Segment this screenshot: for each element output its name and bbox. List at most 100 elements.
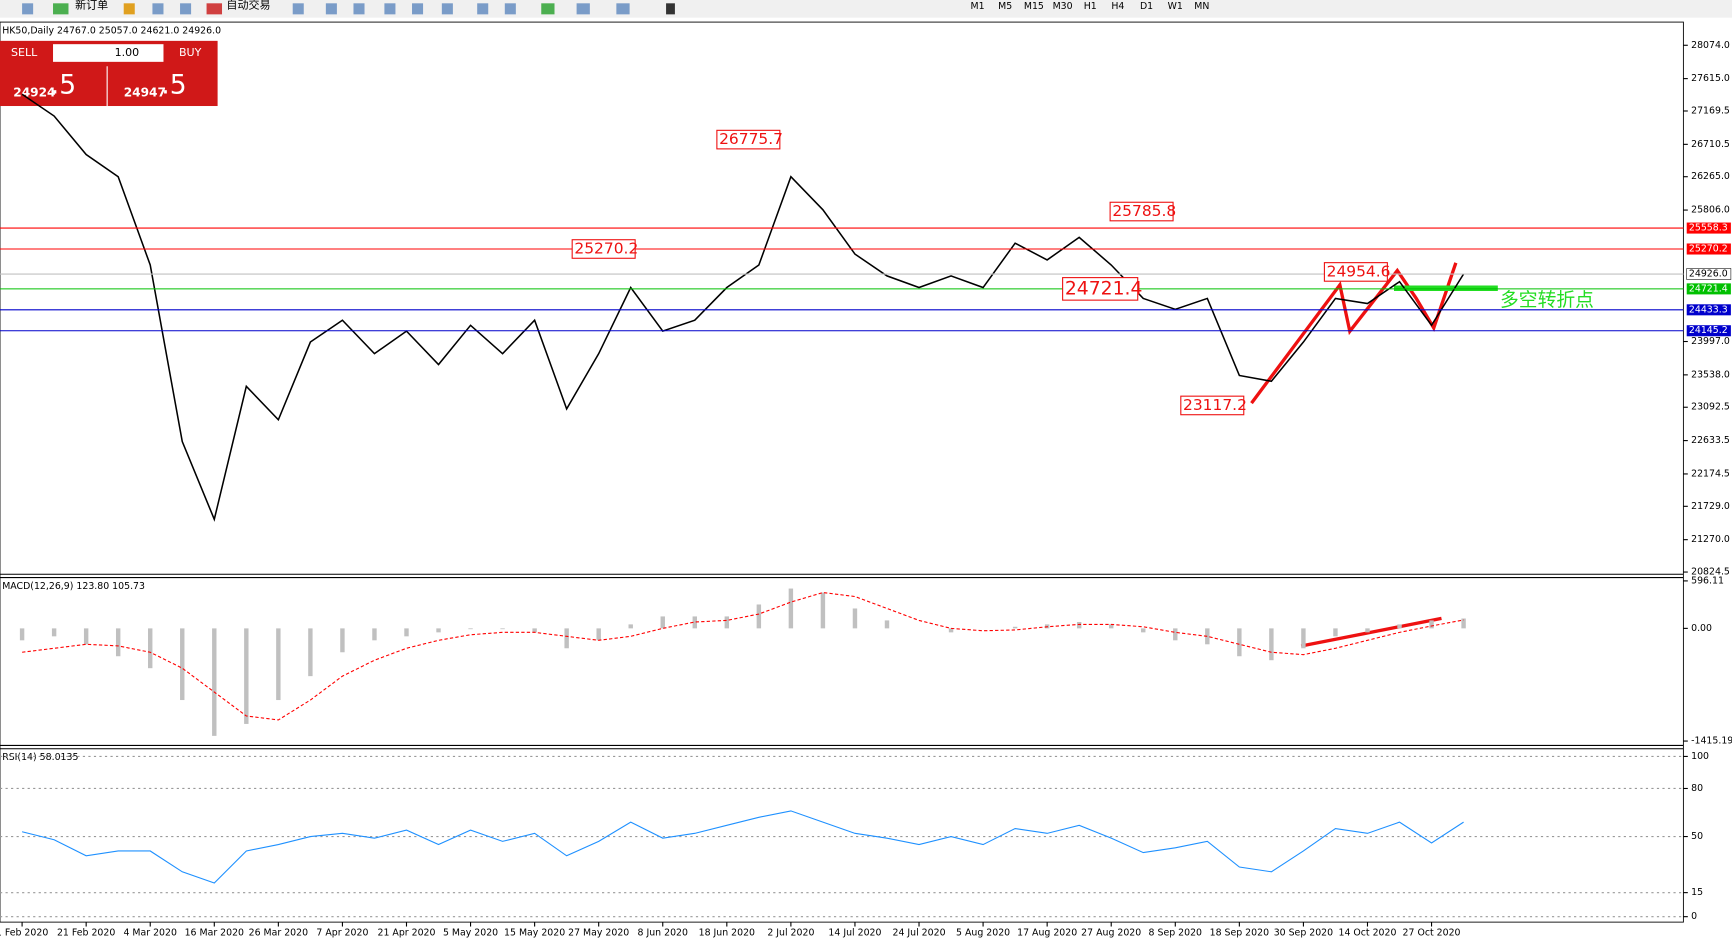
chart-frame xyxy=(0,21,1684,923)
annotation-box xyxy=(571,239,636,259)
macd-bar xyxy=(372,628,377,641)
timeframe-button[interactable]: MN xyxy=(1194,1,1209,12)
macd-bar xyxy=(692,616,697,629)
y-tick-label: 0.00 xyxy=(1691,623,1712,634)
x-tick-label: 21 Feb 2020 xyxy=(57,928,115,939)
annotation-label: 26775.7 xyxy=(719,130,783,148)
y-tick-label: 28074.0 xyxy=(1691,40,1730,51)
timeframe-button[interactable]: H1 xyxy=(1084,1,1097,12)
macd-bar xyxy=(1109,624,1114,629)
y-tick-label: 27169.5 xyxy=(1691,105,1730,116)
y-tick-label: 0 xyxy=(1691,911,1697,922)
annotation-box xyxy=(1062,277,1139,301)
x-tick-label: 5 Aug 2020 xyxy=(956,928,1010,939)
macd-bar xyxy=(1461,618,1466,629)
level-tag xyxy=(1686,283,1731,295)
timeframe-button[interactable]: M1 xyxy=(971,1,985,12)
annotation-label: 24721.4 xyxy=(1065,278,1143,299)
macd-bar xyxy=(83,628,89,645)
macd-bar xyxy=(1397,624,1402,629)
level-tag xyxy=(1686,325,1731,337)
sell-pips[interactable]: .5 xyxy=(51,70,76,101)
macd-bar xyxy=(436,628,441,633)
macd-bar xyxy=(51,628,57,637)
y-tick-label: 21729.0 xyxy=(1691,501,1730,512)
macd-bar xyxy=(468,628,473,630)
y-tick-label: 23997.0 xyxy=(1691,336,1730,347)
macd-bar xyxy=(596,628,601,641)
macd-bar xyxy=(628,624,633,629)
y-tick-label: 26265.0 xyxy=(1691,171,1730,182)
x-tick-label: 27 May 2020 xyxy=(568,928,629,939)
macd-bar xyxy=(308,628,313,677)
macd-bar xyxy=(404,628,409,637)
macd-bar xyxy=(820,592,826,629)
buy-button[interactable]: BUY xyxy=(179,46,202,59)
buy-price[interactable]: 24947 xyxy=(124,85,166,99)
macd-bar xyxy=(500,628,505,630)
y-tick-label: 22633.5 xyxy=(1691,435,1730,446)
x-tick-label: 27 Aug 2020 xyxy=(1081,928,1141,939)
y-tick-label: 596.11 xyxy=(1691,575,1724,586)
macd-bar xyxy=(1141,628,1146,633)
panel-title: HK50,Daily 24767.0 25057.0 24621.0 24926… xyxy=(2,25,221,36)
sell-price[interactable]: 24924 xyxy=(13,85,55,99)
annotation-box xyxy=(1180,395,1245,416)
annotation-label: 25270.2 xyxy=(574,240,638,258)
new-order-button[interactable]: 新订单 xyxy=(75,0,108,12)
annotation-box xyxy=(1323,262,1388,282)
macd-bar xyxy=(724,616,730,629)
y-tick-label: 25806.0 xyxy=(1691,205,1730,216)
y-tick-label: 15 xyxy=(1691,887,1703,898)
macd-arrow xyxy=(1300,616,1442,648)
current-price-tag xyxy=(1686,268,1732,280)
x-tick-label: 16 Mar 2020 xyxy=(185,928,244,939)
y-tick-label: -1415.19 xyxy=(1691,736,1732,747)
timeframe-button[interactable]: M15 xyxy=(1024,1,1044,12)
annotation-box xyxy=(1109,201,1174,222)
toolbar-icons xyxy=(22,3,675,15)
timeframe-button[interactable]: D1 xyxy=(1140,1,1153,12)
x-tick-label: 18 Sep 2020 xyxy=(1210,928,1269,939)
macd-bar xyxy=(276,628,281,701)
macd-bar xyxy=(852,608,858,629)
x-tick-label: 8 Jun 2020 xyxy=(638,928,688,939)
macd-bar xyxy=(564,628,569,649)
level-label: 24721.4 xyxy=(1689,283,1728,294)
macd-bar xyxy=(180,628,185,701)
turning-point-note: 多空转折点 xyxy=(1500,289,1594,311)
auto-trading-button[interactable]: 自动交易 xyxy=(226,0,270,12)
macd-bar xyxy=(1333,628,1338,637)
macd-bar xyxy=(788,588,794,629)
macd-bar xyxy=(948,628,954,633)
macd-bar xyxy=(1173,628,1178,641)
rsi-line xyxy=(21,810,1464,884)
macd-bar xyxy=(115,628,121,657)
lot-size[interactable]: 1.00 xyxy=(115,46,140,59)
x-tick-label: 18 Jun 2020 xyxy=(699,928,755,939)
x-tick-label: 5 May 2020 xyxy=(443,928,498,939)
sell-button[interactable]: SELL xyxy=(11,46,38,59)
timeframe-button[interactable]: W1 xyxy=(1168,1,1183,12)
annotation-box xyxy=(716,129,781,150)
toolbar xyxy=(0,0,1732,18)
level-tag xyxy=(1686,222,1731,234)
y-tick-label: 27615.0 xyxy=(1691,73,1730,84)
x-tick-label: 2 Jul 2020 xyxy=(767,928,814,939)
annotation-label: 24954.6 xyxy=(1327,262,1391,280)
y-tick-label: 21270.0 xyxy=(1691,534,1730,545)
timeframe-button[interactable]: M5 xyxy=(998,1,1012,12)
signal-line xyxy=(22,591,1464,721)
buy-pips[interactable]: .5 xyxy=(161,70,186,101)
level-tag xyxy=(1686,243,1731,255)
timeframe-button[interactable]: H4 xyxy=(1111,1,1124,12)
timeframes: M1 M5 M15 M30 H1 H4 D1 W1 MN xyxy=(971,1,1210,12)
x-tick-label: 1 Feb 2020 xyxy=(0,928,48,939)
lot-input[interactable] xyxy=(53,44,164,62)
macd-bar xyxy=(1237,628,1242,657)
x-tick-label: 17 Aug 2020 xyxy=(1017,928,1077,939)
timeframe-button[interactable]: M30 xyxy=(1053,1,1073,12)
x-tick-label: 27 Oct 2020 xyxy=(1403,928,1461,939)
panel-title: RSI(14) 58.0135 xyxy=(2,752,78,763)
macd-bar xyxy=(660,616,665,629)
